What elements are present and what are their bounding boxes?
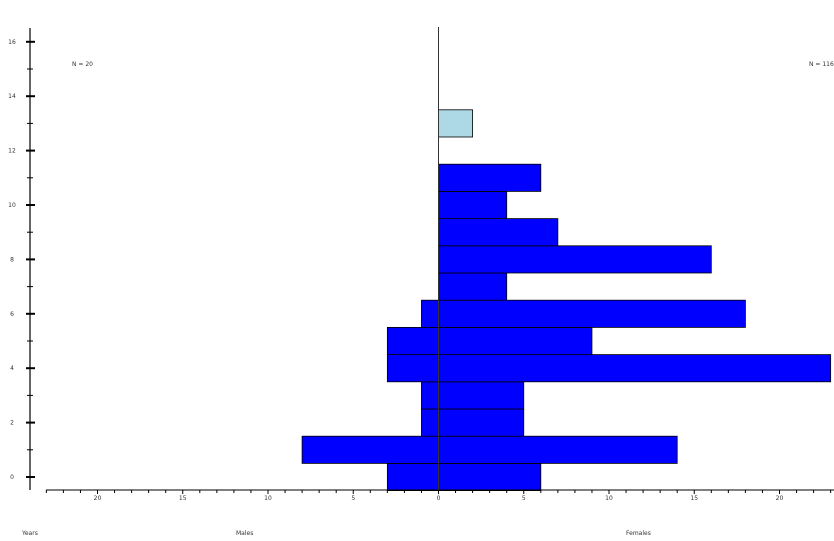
female-bar-age-5 [438,326,593,355]
bars-layer [301,109,832,491]
female-bar-age-0 [438,462,542,491]
y-tick-label-16: 16 [8,39,16,46]
x-tick-label-right-15: 15 [690,495,698,502]
y-axis: 0 2 4 6 8 10 12 14 16 [8,28,35,490]
females-count-label: N = 116 [809,61,834,68]
highlight-bar-age-13 [438,109,473,138]
x-tick-label-right-0: 0 [437,495,441,502]
x-tick-label-left-5: 5 [351,495,355,502]
x-tick-label-left-20: 20 [94,495,102,502]
female-bar-age-8 [438,245,712,274]
female-bar-age-2 [438,408,525,437]
female-bar-age-3 [438,381,525,410]
female-bar-age-10 [438,190,508,219]
male-bar-age-5 [386,326,439,355]
y-tick-label-4: 4 [10,365,14,372]
y-tick-label-10: 10 [8,202,16,209]
females-label: Females [626,530,651,537]
female-bar-age-6 [438,299,746,328]
years-label: Years [21,530,38,537]
y-tick-label-6: 6 [10,311,14,318]
males-count-label: N = 20 [72,61,93,68]
male-bar-age-2 [421,408,439,437]
female-bar-age-1 [438,435,678,464]
x-axis: 20 15 10 5 0 5 10 15 20 [45,489,834,502]
x-tick-label-right-10: 10 [605,495,613,502]
male-bar-age-4 [386,354,439,383]
x-tick-label-left-15: 15 [179,495,187,502]
male-bar-age-6 [421,299,439,328]
y-tick-label-8: 8 [10,256,14,263]
female-bar-age-7 [438,272,508,301]
y-tick-label-12: 12 [8,148,16,155]
y-tick-label-0: 0 [10,474,14,481]
male-bar-age-3 [421,381,439,410]
y-tick-label-14: 14 [8,93,16,100]
female-bar-age-11 [438,163,542,192]
x-tick-label-right-20: 20 [776,495,784,502]
x-tick-label-left-10: 10 [264,495,272,502]
female-bar-age-4 [438,354,832,383]
males-label: Males [236,530,253,537]
female-bar-age-9 [438,218,559,247]
male-bar-age-1 [301,435,439,464]
y-tick-label-2: 2 [10,420,14,427]
male-bar-age-0 [386,462,439,491]
x-tick-label-right-5: 5 [522,495,526,502]
